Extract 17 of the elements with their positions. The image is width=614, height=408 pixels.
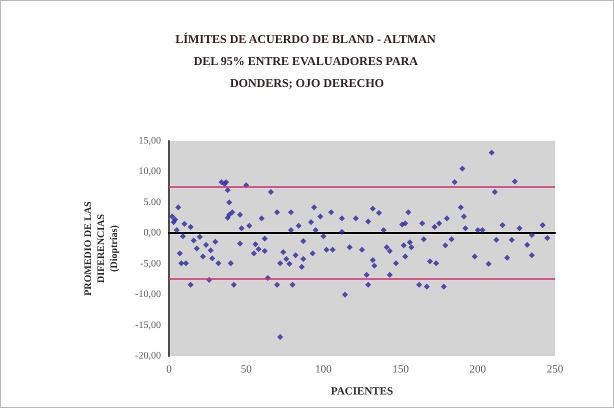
y-tick-label: 10,00 — [138, 166, 161, 178]
y-axis-title: PROMEDIO DE LAS DIFERENCIAS (Dioptrías) — [83, 200, 120, 296]
y-tick-label: -20,00 — [135, 350, 161, 362]
y-tick-label: -10,00 — [135, 289, 161, 300]
x-tick-label: 150 — [392, 364, 410, 376]
x-axis-title: PACIENTES — [330, 386, 394, 398]
x-tick-label: 200 — [470, 364, 487, 376]
x-tick-label: 100 — [315, 364, 332, 376]
y-tick-label: -5,00 — [140, 258, 161, 270]
y-tick-label: 15,00 — [138, 136, 161, 146]
y-tick-label: 5.00 — [144, 196, 161, 208]
y-tick-label: 0,00 — [144, 228, 161, 239]
x-tick-label: 0 — [166, 364, 172, 376]
x-tick-label: 50 — [240, 364, 252, 376]
chart-title: LÍMITES DE ACUERDO DE BLAND - ALTMAN DEL 95% ENTRE EVALUADORES PARA DONDERS; OJO DERECHO — [175, 32, 439, 90]
x-tick-label: 250 — [546, 364, 564, 376]
y-tick-label: -15,00 — [135, 320, 161, 331]
